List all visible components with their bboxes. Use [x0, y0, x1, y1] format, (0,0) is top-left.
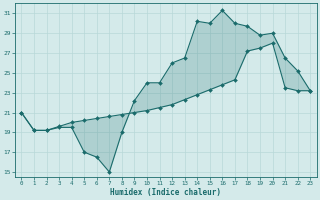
X-axis label: Humidex (Indice chaleur): Humidex (Indice chaleur) [110, 188, 221, 197]
